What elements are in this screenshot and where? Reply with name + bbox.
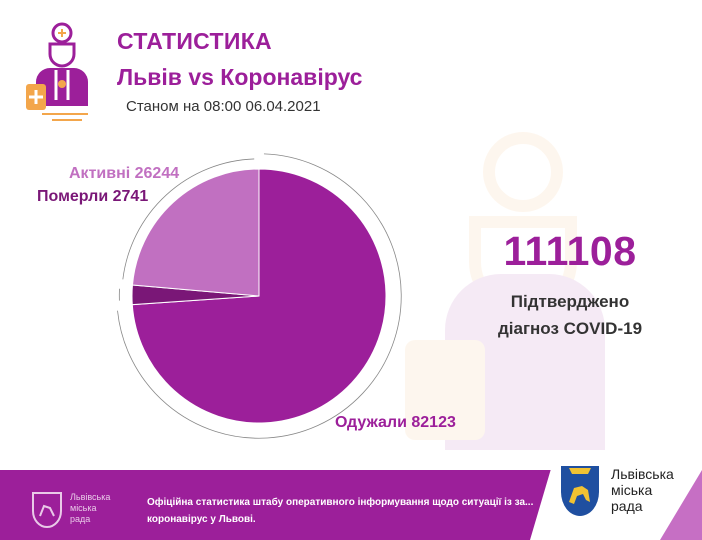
footer-org-line: міська <box>70 503 97 513</box>
confirmed-total: 111108 <box>503 228 637 274</box>
card-org-name: Львівська міська рада <box>611 466 674 514</box>
footer-note: Офіційна статистика штабу оперативного і… <box>147 497 534 525</box>
page-title: СТАТИСТИКА <box>117 28 272 54</box>
card-org-line: рада <box>611 498 643 514</box>
confirmed-caption-line1: Підтверджено <box>510 292 630 311</box>
pie-chart: Одужали 82123 Померли 2741 Активні 26244 <box>37 153 456 439</box>
card-org-line: Львівська <box>611 466 674 482</box>
pie-slice-label-2: Активні 26244 <box>69 165 179 182</box>
confirmed-caption-line2: діагноз COVID-19 <box>497 319 643 338</box>
lviv-coat-of-arms-icon <box>32 492 62 528</box>
pie-leader-arc-2 <box>122 158 255 280</box>
page-subtitle: Львів vs Коронавірус <box>117 64 363 90</box>
footer-org-name: Львівська міська рада <box>70 492 110 525</box>
pie-leader-arc-0 <box>117 153 402 439</box>
pie-slice-label-1: Померли 2741 <box>37 188 148 205</box>
city-crest-icon <box>561 466 599 516</box>
doctor-watermark-icon <box>405 132 605 450</box>
pie-slice-label-0: Одужали 82123 <box>335 414 456 431</box>
footer-org-line: рада <box>70 514 91 524</box>
pie-slice-2 <box>131 168 260 297</box>
footer-org-line: Львівська <box>70 492 111 502</box>
confirmed-caption: Підтверджено діагноз COVID-19 <box>470 288 670 342</box>
report-date: Станом на 08:00 06.04.2021 <box>126 98 321 115</box>
card-org-line: міська <box>611 482 653 498</box>
doctor-icon <box>26 22 88 121</box>
